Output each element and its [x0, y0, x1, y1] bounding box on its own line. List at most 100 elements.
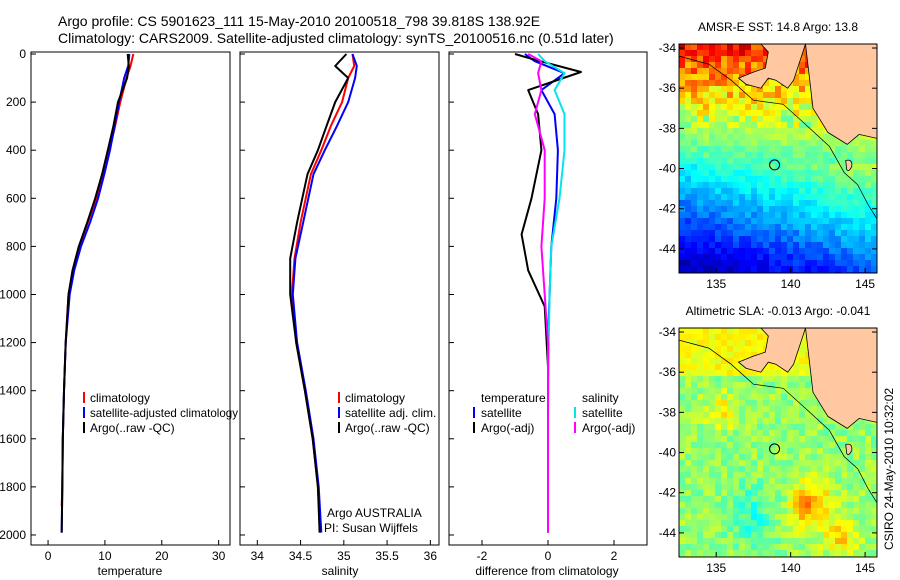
sla-cell [745, 328, 752, 335]
sst-cell [703, 80, 710, 87]
sla-cell [751, 418, 758, 425]
sst-cell [781, 248, 788, 255]
sst-cell [691, 50, 698, 57]
sla-x-tick-label: 135 [706, 561, 726, 575]
sla-cell [859, 436, 866, 443]
sst-cell [853, 236, 860, 243]
sla-cell [763, 484, 770, 491]
sla-cell [751, 466, 758, 473]
sst-cell [751, 194, 758, 201]
difference-panel: -2 0 2 difference from climatology tempera… [448, 51, 648, 578]
sst-cell [775, 236, 782, 243]
sst-map-title: AMSR-E SST: 14.8 Argo: 13.8 [698, 20, 858, 34]
sla-cell [799, 412, 806, 419]
sla-cell [691, 376, 698, 383]
sla-cell [703, 382, 710, 389]
sla-cell [697, 478, 704, 485]
sla-cell [757, 508, 764, 515]
sst-cell [853, 182, 860, 189]
sst-cell [739, 134, 746, 141]
sst-x-tick-label: 145 [855, 277, 875, 291]
sla-cell [829, 538, 836, 545]
sst-cell [853, 194, 860, 201]
sla-cell [763, 538, 770, 545]
sla-cell [733, 544, 740, 551]
sst-cell [811, 158, 818, 165]
sst-cell [823, 242, 830, 249]
sla-cell [733, 442, 740, 449]
sst-cell [733, 230, 740, 237]
sst-cell [769, 206, 776, 213]
sla-cell [781, 532, 788, 539]
sst-cell [793, 212, 800, 219]
sla-cell [841, 454, 848, 461]
sla-cell [805, 442, 812, 449]
sst-cell [739, 158, 746, 165]
sst-cell [715, 104, 722, 111]
sla-cell [697, 334, 704, 341]
sla-cell [745, 406, 752, 413]
sla-cell [787, 496, 794, 503]
sla-cell [721, 328, 728, 335]
sst-cell [805, 98, 812, 105]
sla-cell [793, 418, 800, 425]
sst-cell [835, 200, 842, 207]
sla-cell [805, 436, 812, 443]
sst-cell [739, 44, 746, 51]
sst-cell [835, 152, 842, 159]
sla-cell [859, 514, 866, 521]
sla-cell [757, 466, 764, 473]
sla-cell [853, 430, 860, 437]
sst-cell [835, 164, 842, 171]
sst-cell [763, 86, 770, 93]
sst-cell [685, 266, 692, 273]
sst-cell [763, 128, 770, 135]
sst-cell [691, 104, 698, 111]
sst-cell [829, 236, 836, 243]
sst-cell [859, 212, 866, 219]
sla-cell [805, 532, 812, 539]
sst-cell [829, 254, 836, 261]
sst-cell [757, 164, 764, 171]
temperature-series-argo-raw-qc [60, 53, 130, 533]
sla-y-tick-label: -34 [659, 325, 677, 339]
sst-cell [679, 218, 686, 225]
sla-cell [865, 430, 872, 437]
sst-cell [757, 230, 764, 237]
sla-cell [733, 478, 740, 485]
sst-cell [823, 158, 830, 165]
sst-cell [793, 110, 800, 117]
legend-argo-label: Argo(..raw -QC) [345, 421, 430, 435]
sst-cell [709, 104, 716, 111]
sst-cell [775, 200, 782, 207]
sla-cell [709, 328, 716, 335]
sla-cell [793, 538, 800, 545]
sla-cell [793, 466, 800, 473]
sla-cell [709, 520, 716, 527]
sst-cell [715, 212, 722, 219]
sst-cell [793, 170, 800, 177]
sst-cell [817, 266, 824, 273]
sst-cell [805, 164, 812, 171]
sst-cell [703, 176, 710, 183]
sst-cell [727, 248, 734, 255]
sla-cell [739, 538, 746, 545]
sst-cell [685, 212, 692, 219]
sla-cell [697, 448, 704, 455]
sla-cell [751, 388, 758, 395]
sst-cell [691, 152, 698, 159]
sla-cell [799, 538, 806, 545]
sst-cell [859, 236, 866, 243]
sst-cell [745, 266, 752, 273]
sst-cell [805, 218, 812, 225]
sst-cell [811, 248, 818, 255]
sst-cell [805, 176, 812, 183]
sst-cell [817, 164, 824, 171]
sst-cell [751, 206, 758, 213]
sst-cell [715, 224, 722, 231]
sla-cell [757, 472, 764, 479]
sst-cell [691, 92, 698, 99]
sst-cell [715, 230, 722, 237]
legend-satellite-label: satellite adj. clim. [345, 406, 436, 420]
sla-cell [679, 544, 686, 551]
